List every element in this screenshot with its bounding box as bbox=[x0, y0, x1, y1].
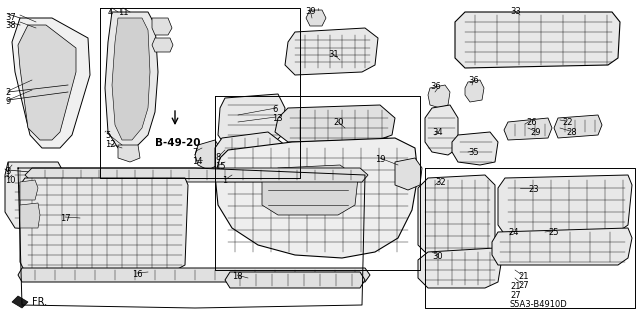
Polygon shape bbox=[225, 272, 365, 288]
Polygon shape bbox=[498, 175, 632, 235]
Polygon shape bbox=[418, 248, 502, 288]
Text: 32: 32 bbox=[435, 178, 445, 187]
Text: 25: 25 bbox=[548, 228, 559, 237]
Text: 1: 1 bbox=[222, 176, 227, 185]
Polygon shape bbox=[428, 85, 450, 108]
Polygon shape bbox=[554, 115, 602, 138]
Text: 22: 22 bbox=[562, 118, 573, 127]
Text: 3: 3 bbox=[5, 167, 10, 176]
Text: 36: 36 bbox=[430, 82, 441, 91]
Text: 4: 4 bbox=[108, 8, 113, 17]
Polygon shape bbox=[285, 28, 378, 75]
Ellipse shape bbox=[579, 34, 597, 46]
Text: 36: 36 bbox=[468, 76, 479, 85]
Text: 8: 8 bbox=[215, 153, 220, 162]
Polygon shape bbox=[452, 132, 498, 165]
Polygon shape bbox=[218, 94, 285, 145]
Text: 18: 18 bbox=[232, 272, 243, 281]
Polygon shape bbox=[492, 228, 632, 265]
Polygon shape bbox=[112, 18, 150, 140]
Ellipse shape bbox=[546, 34, 564, 46]
Text: 2: 2 bbox=[5, 88, 10, 97]
Text: 16: 16 bbox=[132, 270, 143, 279]
Text: 38: 38 bbox=[5, 21, 16, 30]
Text: 33: 33 bbox=[510, 7, 521, 16]
Text: 11: 11 bbox=[118, 8, 129, 17]
Polygon shape bbox=[20, 178, 188, 272]
Polygon shape bbox=[418, 175, 495, 255]
Text: 17: 17 bbox=[60, 214, 70, 223]
Polygon shape bbox=[465, 80, 484, 102]
Text: 28: 28 bbox=[566, 128, 577, 137]
Text: 24: 24 bbox=[508, 228, 518, 237]
Polygon shape bbox=[215, 138, 418, 258]
Polygon shape bbox=[12, 18, 90, 148]
Polygon shape bbox=[105, 12, 158, 148]
Polygon shape bbox=[118, 145, 140, 162]
Text: 30: 30 bbox=[432, 252, 443, 261]
Polygon shape bbox=[20, 203, 40, 228]
Text: 14: 14 bbox=[192, 157, 202, 166]
Text: 34: 34 bbox=[432, 128, 443, 137]
Text: 29: 29 bbox=[530, 128, 541, 137]
Text: 39: 39 bbox=[305, 7, 316, 16]
Text: 9: 9 bbox=[5, 97, 10, 106]
Polygon shape bbox=[152, 18, 172, 35]
Polygon shape bbox=[5, 162, 65, 230]
Polygon shape bbox=[12, 296, 28, 308]
Text: 35: 35 bbox=[468, 148, 479, 157]
Ellipse shape bbox=[511, 34, 529, 46]
Text: 23: 23 bbox=[528, 185, 539, 194]
Polygon shape bbox=[306, 10, 326, 26]
Polygon shape bbox=[275, 105, 395, 142]
Text: 20: 20 bbox=[333, 118, 344, 127]
Text: S5A3-B4910D: S5A3-B4910D bbox=[510, 300, 568, 309]
Text: 12: 12 bbox=[105, 140, 115, 149]
Polygon shape bbox=[425, 105, 458, 155]
Polygon shape bbox=[18, 268, 370, 282]
Text: 37: 37 bbox=[5, 13, 16, 22]
Text: 7: 7 bbox=[192, 148, 197, 157]
Text: 5: 5 bbox=[105, 131, 110, 140]
Text: 21: 21 bbox=[518, 272, 529, 281]
Polygon shape bbox=[262, 165, 358, 215]
Text: 15: 15 bbox=[215, 162, 225, 171]
Text: 13: 13 bbox=[272, 114, 283, 123]
Polygon shape bbox=[195, 140, 220, 170]
Text: FR.: FR. bbox=[32, 297, 47, 307]
Text: B-49-20: B-49-20 bbox=[155, 138, 200, 148]
Polygon shape bbox=[18, 25, 76, 140]
Text: 27: 27 bbox=[510, 291, 520, 300]
Text: 10: 10 bbox=[5, 176, 15, 185]
Polygon shape bbox=[152, 38, 173, 52]
Polygon shape bbox=[504, 118, 552, 140]
Text: 19: 19 bbox=[375, 155, 385, 164]
Polygon shape bbox=[25, 168, 368, 182]
Text: 27: 27 bbox=[518, 281, 529, 290]
Polygon shape bbox=[395, 158, 422, 190]
Polygon shape bbox=[455, 12, 620, 68]
Polygon shape bbox=[20, 180, 38, 200]
Polygon shape bbox=[215, 132, 285, 182]
Text: 21: 21 bbox=[510, 282, 520, 291]
Ellipse shape bbox=[481, 34, 499, 46]
Text: 26: 26 bbox=[526, 118, 536, 127]
Text: 6: 6 bbox=[272, 105, 277, 114]
Text: 31: 31 bbox=[328, 50, 339, 59]
